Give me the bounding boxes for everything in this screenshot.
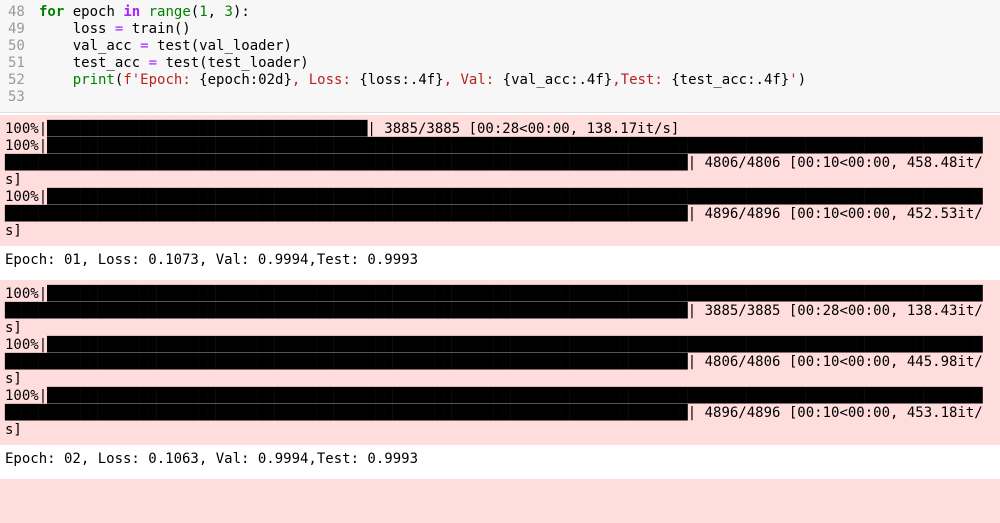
code-text: [34, 89, 39, 106]
code-token: test_acc: [39, 55, 149, 71]
stderr-output: [0, 479, 1000, 523]
code-token: [39, 72, 73, 88]
stderr-output: 100%|███████████████████████████████████…: [0, 115, 1000, 246]
code-token: =: [114, 21, 124, 37]
line-number: 51: [8, 55, 25, 71]
code-token: epoch: [64, 4, 124, 20]
code-token: val_acc: [39, 38, 141, 54]
code-line: 50 val_acc = test(val_loader): [0, 38, 1000, 55]
code-token: in: [123, 4, 141, 20]
code-token: ': [789, 72, 798, 88]
progress-line: 100%|███████████████████████████████████…: [5, 337, 983, 387]
code-token: {val_acc:.4f}: [502, 72, 613, 88]
code-token: loss: [39, 21, 115, 37]
progress-line: 100%|███████████████████████████████████…: [5, 388, 983, 438]
code-cell: 48 for epoch in range(1, 3): 49 loss = tra…: [0, 0, 1000, 113]
line-number: 50: [8, 38, 25, 54]
code-token: =: [140, 38, 149, 54]
stdout-output: Epoch: 02, Loss: 0.1063, Val: 0.9994,Tes…: [0, 445, 1000, 474]
stdout-output: Epoch: 01, Loss: 0.1073, Val: 0.9994,Tes…: [0, 246, 1000, 275]
code-line: 48 for epoch in range(1, 3):: [0, 4, 1000, 21]
progress-line: 100%|███████████████████████████████████…: [5, 286, 983, 336]
output-area: 100%|███████████████████████████████████…: [0, 115, 1000, 523]
code-token: ): [797, 72, 807, 88]
code-token: {epoch:02d}: [199, 72, 292, 88]
code-line: 53: [0, 89, 1000, 106]
code-token: 1: [199, 4, 208, 20]
code-token: (: [114, 72, 124, 88]
code-text: print(f'Epoch: {epoch:02d}, Loss: {loss:…: [34, 72, 806, 89]
print-line: Epoch: 02, Loss: 0.1063, Val: 0.9994,Tes…: [5, 451, 419, 467]
code-text: for epoch in range(1, 3):: [34, 4, 250, 21]
progress-line: 100%|███████████████████████████████████…: [5, 121, 680, 137]
line-number: 48: [8, 4, 25, 20]
code-text: val_acc = test(val_loader): [34, 38, 292, 55]
code-token: print: [72, 72, 115, 88]
line-number: 53: [8, 89, 25, 105]
code-token: ,Test:: [612, 72, 672, 88]
code-token: train(): [123, 21, 191, 37]
code-line: 51 test_acc = test(test_loader): [0, 55, 1000, 72]
code-line: 52 print(f'Epoch: {epoch:02d}, Loss: {lo…: [0, 72, 1000, 89]
code-text: test_acc = test(test_loader): [34, 55, 309, 72]
code-token: ,: [207, 4, 225, 20]
stderr-output: 100%|███████████████████████████████████…: [0, 280, 1000, 445]
line-number: 52: [8, 72, 25, 88]
code-token: f'Epoch:: [123, 72, 200, 88]
code-token: , Loss:: [291, 72, 360, 88]
code-text: loss = train(): [34, 21, 191, 38]
code-token: test(val_loader): [148, 38, 292, 54]
code-token: range: [148, 4, 191, 20]
line-number: 49: [8, 21, 25, 37]
code-line: 49 loss = train(): [0, 21, 1000, 38]
code-token: 3: [224, 4, 233, 20]
print-line: Epoch: 01, Loss: 0.1073, Val: 0.9994,Tes…: [5, 252, 419, 268]
code-token: ):: [232, 4, 250, 20]
code-token: =: [148, 55, 158, 71]
progress-line: 100%|███████████████████████████████████…: [5, 138, 983, 188]
code-token: test(test_loader): [157, 55, 309, 71]
code-token: {test_acc:.4f}: [671, 72, 790, 88]
progress-line: 100%|███████████████████████████████████…: [5, 189, 983, 239]
code-token: (: [190, 4, 200, 20]
code-token: for: [39, 4, 65, 20]
code-token: , Val:: [443, 72, 503, 88]
code-token: {loss:.4f}: [359, 72, 444, 88]
code-token: [140, 4, 148, 20]
